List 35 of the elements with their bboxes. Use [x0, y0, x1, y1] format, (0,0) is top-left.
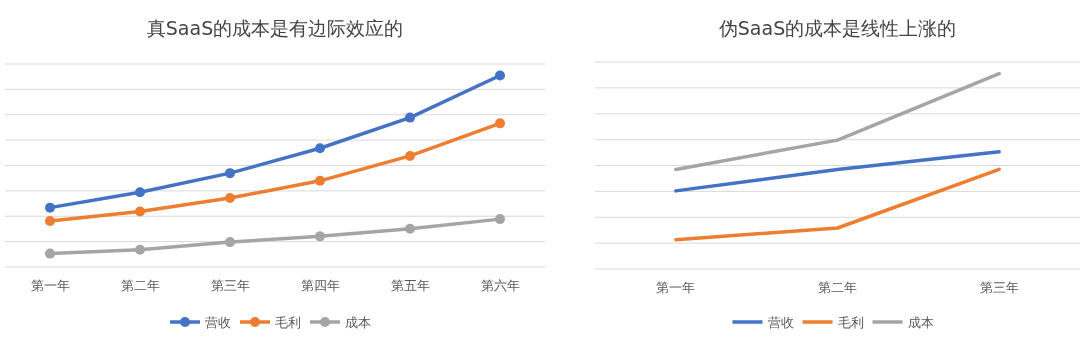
point — [45, 216, 55, 227]
point — [405, 223, 415, 234]
legend-label: 成本 — [907, 315, 934, 330]
point — [405, 150, 415, 161]
point — [135, 206, 145, 217]
point — [225, 168, 235, 179]
point — [315, 175, 325, 186]
legend-label: 毛利 — [275, 315, 301, 330]
x-tick-label: 第一年 — [30, 278, 70, 293]
point — [225, 237, 235, 248]
point — [495, 70, 505, 81]
point — [225, 193, 235, 204]
chart-title: 真SaaS的成本是有边际效应的 — [146, 17, 404, 39]
legend-label: 毛利 — [837, 315, 864, 330]
x-tick-label: 第二年 — [818, 280, 857, 295]
point — [135, 187, 145, 198]
point — [495, 214, 505, 225]
x-tick-label: 第三年 — [210, 278, 250, 293]
point — [45, 248, 55, 259]
point — [405, 112, 415, 123]
point — [495, 118, 505, 129]
legend-label: 营收 — [767, 315, 794, 330]
x-tick-label: 第三年 — [979, 280, 1019, 295]
chart-title: 伪SaaS的成本是线性上涨的 — [718, 17, 957, 39]
x-tick-label: 第四年 — [300, 278, 340, 293]
x-tick-label: 第五年 — [390, 278, 430, 293]
legend-label: 成本 — [345, 315, 371, 330]
point — [135, 244, 145, 255]
x-tick-label: 第一年 — [656, 280, 696, 295]
x-tick-label: 第六年 — [480, 278, 520, 293]
point — [45, 202, 55, 213]
x-tick-label: 第二年 — [120, 278, 160, 293]
point — [315, 143, 325, 154]
point — [315, 231, 325, 242]
legend-label: 营收 — [205, 315, 231, 330]
